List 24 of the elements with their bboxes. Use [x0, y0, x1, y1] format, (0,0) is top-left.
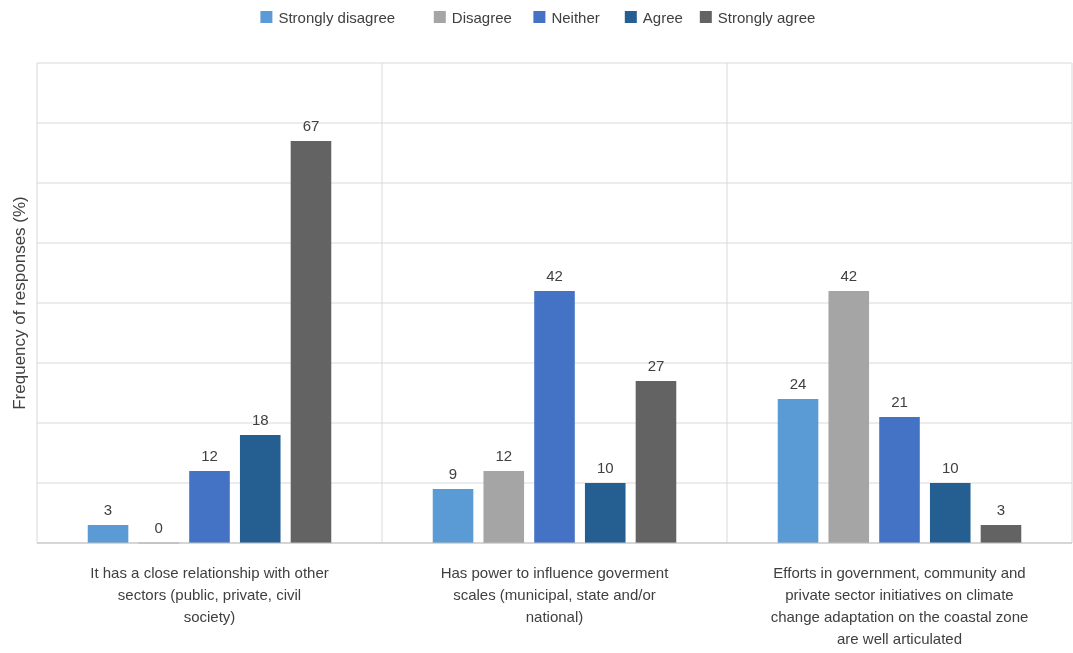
data-label: 10 [941, 459, 959, 476]
data-label: 42 [546, 267, 563, 284]
x-tick-label: Efforts in government, community and private sector initiatives on climate change adaptation on the coastal zone are well articulated [770, 564, 1029, 647]
data-label: 3 [996, 501, 1006, 518]
data-label: 9 [448, 465, 458, 482]
y-axis-title: Frequency of responses (%) [10, 196, 29, 410]
data-label: 12 [201, 447, 218, 464]
x-tick-label: It has a close relationship with other sectors (public, private, civil society) [90, 564, 329, 625]
legend-label: Disagree [451, 9, 512, 27]
data-label: 18 [251, 411, 269, 428]
legend-label: Strongly disagree [278, 9, 396, 27]
legend-label: Neither [551, 9, 600, 27]
data-label: 24 [789, 375, 807, 392]
data-label: 10 [596, 459, 614, 476]
data-label: 3 [103, 501, 113, 518]
data-label: 27 [647, 357, 665, 374]
data-label: 67 [302, 117, 320, 134]
x-tick-label: Has power to influence goverment scales (municipal, state and/or national) [440, 564, 670, 625]
legend-label: Strongly agree [717, 9, 816, 27]
data-label: 42 [840, 267, 858, 284]
data-label: 12 [495, 447, 513, 464]
legend-label: Agree [642, 9, 683, 27]
data-label: 21 [891, 393, 908, 410]
data-label: 0 [154, 519, 163, 536]
